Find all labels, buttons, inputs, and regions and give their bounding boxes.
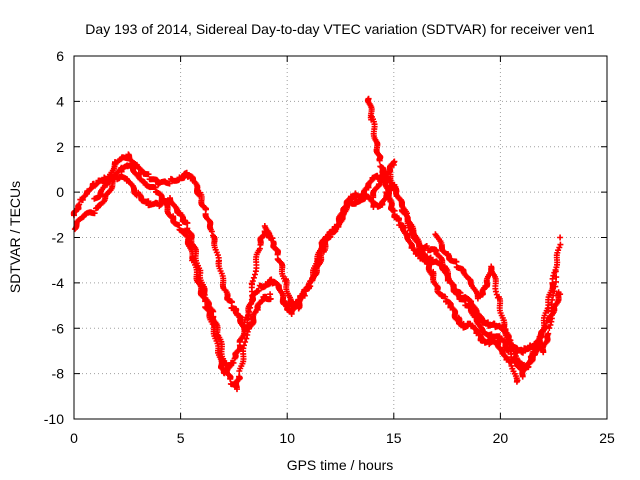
grid-lines xyxy=(74,56,607,419)
y-tick-label: -2 xyxy=(52,230,65,246)
y-tick-label: 6 xyxy=(56,48,64,64)
data-point-markers xyxy=(370,171,521,385)
data-point-markers xyxy=(91,151,274,334)
series-trace-d xyxy=(364,95,564,371)
x-tick-label: 25 xyxy=(599,430,615,446)
data-point-markers xyxy=(432,231,560,356)
series-trace-c xyxy=(91,151,274,334)
y-tick-label: -10 xyxy=(44,411,64,427)
data-point-markers xyxy=(71,158,398,393)
x-tick-label: 5 xyxy=(177,430,185,446)
x-tick-label: 15 xyxy=(386,430,402,446)
x-tick-label: 10 xyxy=(279,430,295,446)
series-trace-a xyxy=(70,162,397,377)
y-axis-label: SDTVAR / TECUs xyxy=(7,181,23,293)
chart-title: Day 193 of 2014, Sidereal Day-to-day VTE… xyxy=(85,21,595,37)
y-tick-label: 0 xyxy=(56,184,64,200)
y-tick-label: 2 xyxy=(56,139,64,155)
x-axis-label: GPS time / hours xyxy=(287,457,394,473)
y-tick-label: -8 xyxy=(52,366,65,382)
axis-ticks: 0 5 10 15 20 25 -10 -8 -6 -4 -2 0 2 4 6 xyxy=(44,48,615,446)
data-point-markers xyxy=(364,95,564,371)
data-points-layer xyxy=(70,95,564,393)
series-trace-g xyxy=(370,171,521,385)
data-point-markers xyxy=(70,162,397,377)
x-tick-label: 20 xyxy=(493,430,509,446)
y-tick-label: -4 xyxy=(52,275,65,291)
series-trace-f xyxy=(432,231,560,356)
y-tick-label: 4 xyxy=(56,93,64,109)
series-trace-b xyxy=(71,158,398,393)
y-tick-label: -6 xyxy=(52,320,65,336)
x-tick-label: 0 xyxy=(70,430,78,446)
